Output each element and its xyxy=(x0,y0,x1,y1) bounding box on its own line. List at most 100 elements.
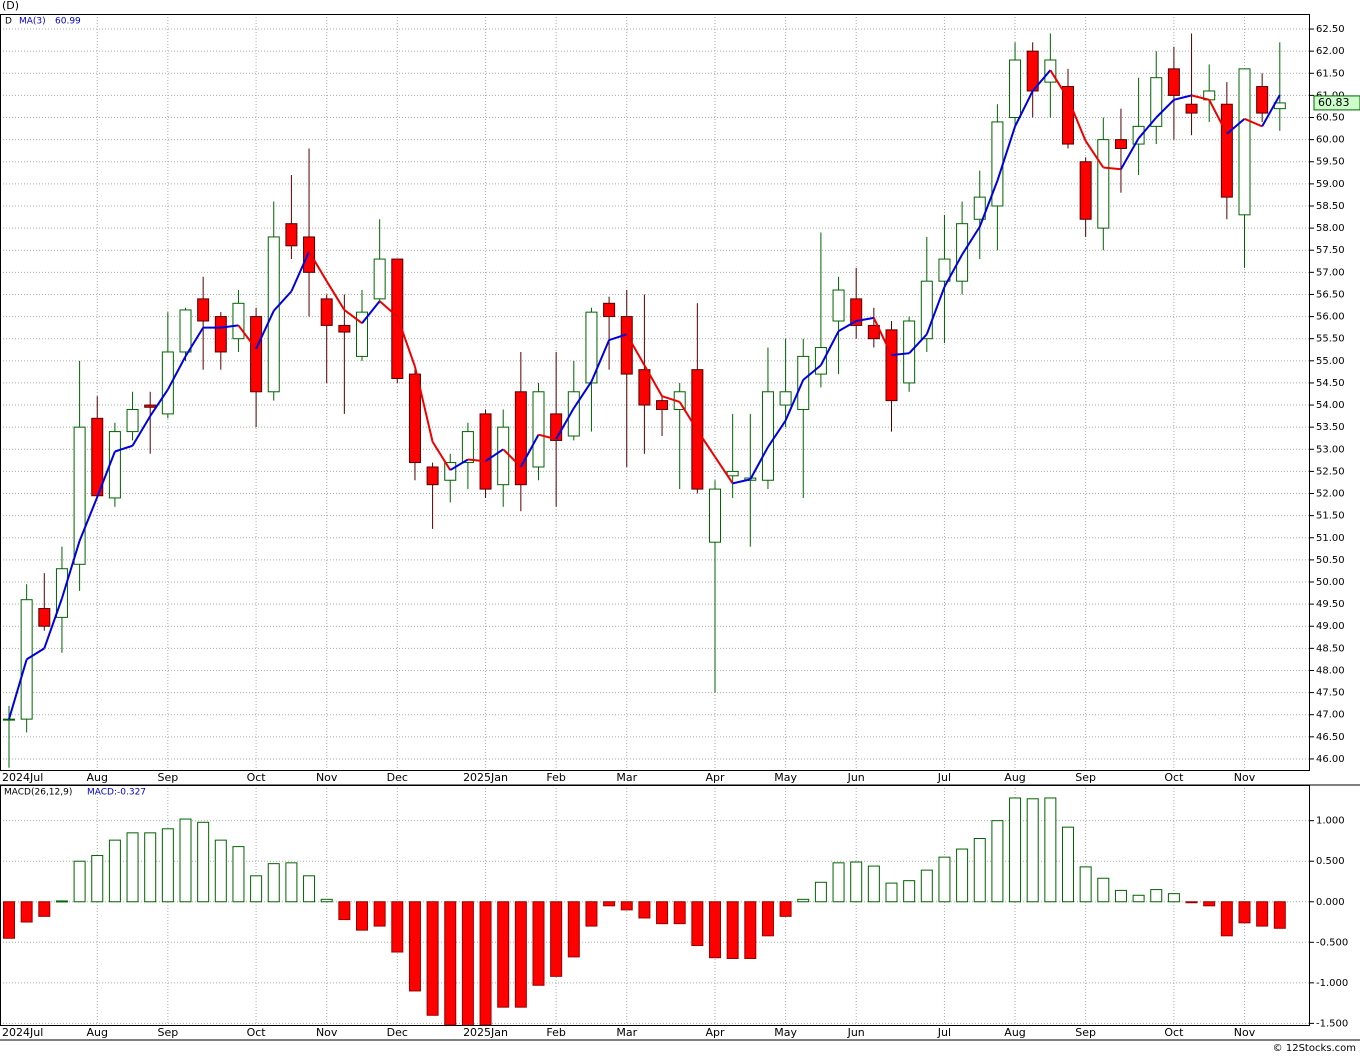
candle-body xyxy=(232,302,245,340)
y-tick-label: 58.50 xyxy=(1316,201,1345,212)
ma-segment xyxy=(856,316,875,322)
candle-body xyxy=(161,351,174,415)
candle-body xyxy=(850,298,863,326)
candle-body xyxy=(267,236,280,393)
ma-segment xyxy=(1173,94,1192,101)
x-tick-label: Sep xyxy=(1075,771,1096,784)
ma-segment xyxy=(749,446,769,480)
ma-segment xyxy=(1014,90,1034,127)
y-tick-label: 48.50 xyxy=(1316,643,1345,654)
macd-bar xyxy=(744,901,757,960)
macd-bar xyxy=(1256,901,1269,927)
y-tick-label: 62.50 xyxy=(1316,24,1345,35)
y-tick-label: -0.500 xyxy=(1316,937,1348,948)
macd-bar xyxy=(991,820,1004,903)
y-tick-label: 50.50 xyxy=(1316,555,1345,566)
macd-bar xyxy=(179,818,192,903)
macd-bar xyxy=(1009,797,1022,903)
macd-bar xyxy=(973,838,986,903)
ma-segment xyxy=(131,415,152,447)
y-tick-label: 0.000 xyxy=(1316,897,1345,908)
candle-body xyxy=(197,298,210,322)
macd-bar xyxy=(320,898,333,903)
x-tick-label: Mar xyxy=(616,771,637,784)
symbol-header: (D) xyxy=(2,0,19,12)
macd-bar xyxy=(1273,901,1286,929)
macd-bar xyxy=(1220,901,1233,937)
macd-bar xyxy=(920,869,933,903)
ma-segment xyxy=(237,324,257,350)
y-tick-label: -1.000 xyxy=(1316,978,1348,989)
candle-body xyxy=(356,311,368,357)
candle-body xyxy=(603,302,616,318)
x-tick-label: Oct xyxy=(1164,771,1184,784)
candle-body xyxy=(867,324,880,340)
macd-bar xyxy=(1114,889,1127,903)
ma-segment xyxy=(1067,98,1087,142)
plot-area xyxy=(0,785,1310,1025)
macd-bar xyxy=(38,901,51,917)
candle-body xyxy=(373,258,386,300)
y-tick-label: 48.00 xyxy=(1316,665,1345,676)
x-tick-label: Oct xyxy=(1164,1026,1184,1039)
macd-bar xyxy=(461,901,474,1025)
y-tick-label: 55.50 xyxy=(1316,334,1345,345)
x-tick-label: Oct xyxy=(247,771,267,784)
y-tick-label: 62.00 xyxy=(1316,46,1345,57)
ma-segment xyxy=(538,433,557,441)
x-tick-label: Mar xyxy=(616,1026,637,1039)
candle-body xyxy=(797,355,810,410)
macd-bar xyxy=(1044,797,1057,903)
candle-body xyxy=(1114,139,1127,149)
panel-border xyxy=(0,14,1310,771)
macd-bar xyxy=(797,898,810,903)
macd-bar xyxy=(3,901,15,939)
macd-bar xyxy=(850,861,863,903)
candle-body xyxy=(709,488,721,543)
ma-segment xyxy=(732,478,751,485)
y-tick-label: 60.00 xyxy=(1316,135,1345,146)
candle-body xyxy=(1150,77,1163,127)
x-tick-label: Jul xyxy=(937,771,951,784)
macd-bar xyxy=(426,901,439,1016)
ma-segment xyxy=(572,381,593,409)
x-tick-label: Dec xyxy=(387,1026,408,1039)
y-tick-label: 57.50 xyxy=(1316,245,1345,256)
candle-body xyxy=(920,280,933,340)
candle-body xyxy=(761,391,774,481)
ma-segment xyxy=(484,448,504,463)
macd-bar xyxy=(1026,798,1039,903)
x-tick-label: Dec xyxy=(387,771,408,784)
ma-segment xyxy=(467,458,486,463)
y-tick-label: 49.50 xyxy=(1316,599,1345,610)
ma-segment xyxy=(1155,99,1175,119)
ma-segment xyxy=(308,251,328,282)
macd-bar xyxy=(1150,889,1163,903)
macd-bar xyxy=(885,882,898,903)
candle-body xyxy=(638,369,651,406)
ma-segment xyxy=(220,324,239,329)
ma-segment xyxy=(290,251,310,292)
y-tick-label: 61.50 xyxy=(1316,68,1345,79)
macd-bar xyxy=(373,901,386,927)
macd-bar xyxy=(391,901,404,953)
candle-body xyxy=(108,431,121,499)
macd-bar xyxy=(338,901,351,921)
ma-segment xyxy=(396,316,416,367)
candle-body xyxy=(285,223,298,247)
ma-segment xyxy=(590,339,611,382)
x-tick-label: 2024Jul xyxy=(2,771,43,784)
candle-body xyxy=(38,608,51,627)
y-tick-label: 57.00 xyxy=(1316,267,1345,278)
ma-segment xyxy=(696,429,716,458)
macd-bar xyxy=(1132,894,1145,903)
ma-segment xyxy=(1208,99,1228,135)
candle-body xyxy=(479,413,492,490)
candle-body xyxy=(1009,59,1022,119)
ma-segment xyxy=(325,280,346,311)
x-tick-label: Aug xyxy=(87,1026,108,1039)
candle-body xyxy=(408,373,421,464)
ma-segment xyxy=(872,317,893,356)
ma-segment xyxy=(431,441,452,471)
